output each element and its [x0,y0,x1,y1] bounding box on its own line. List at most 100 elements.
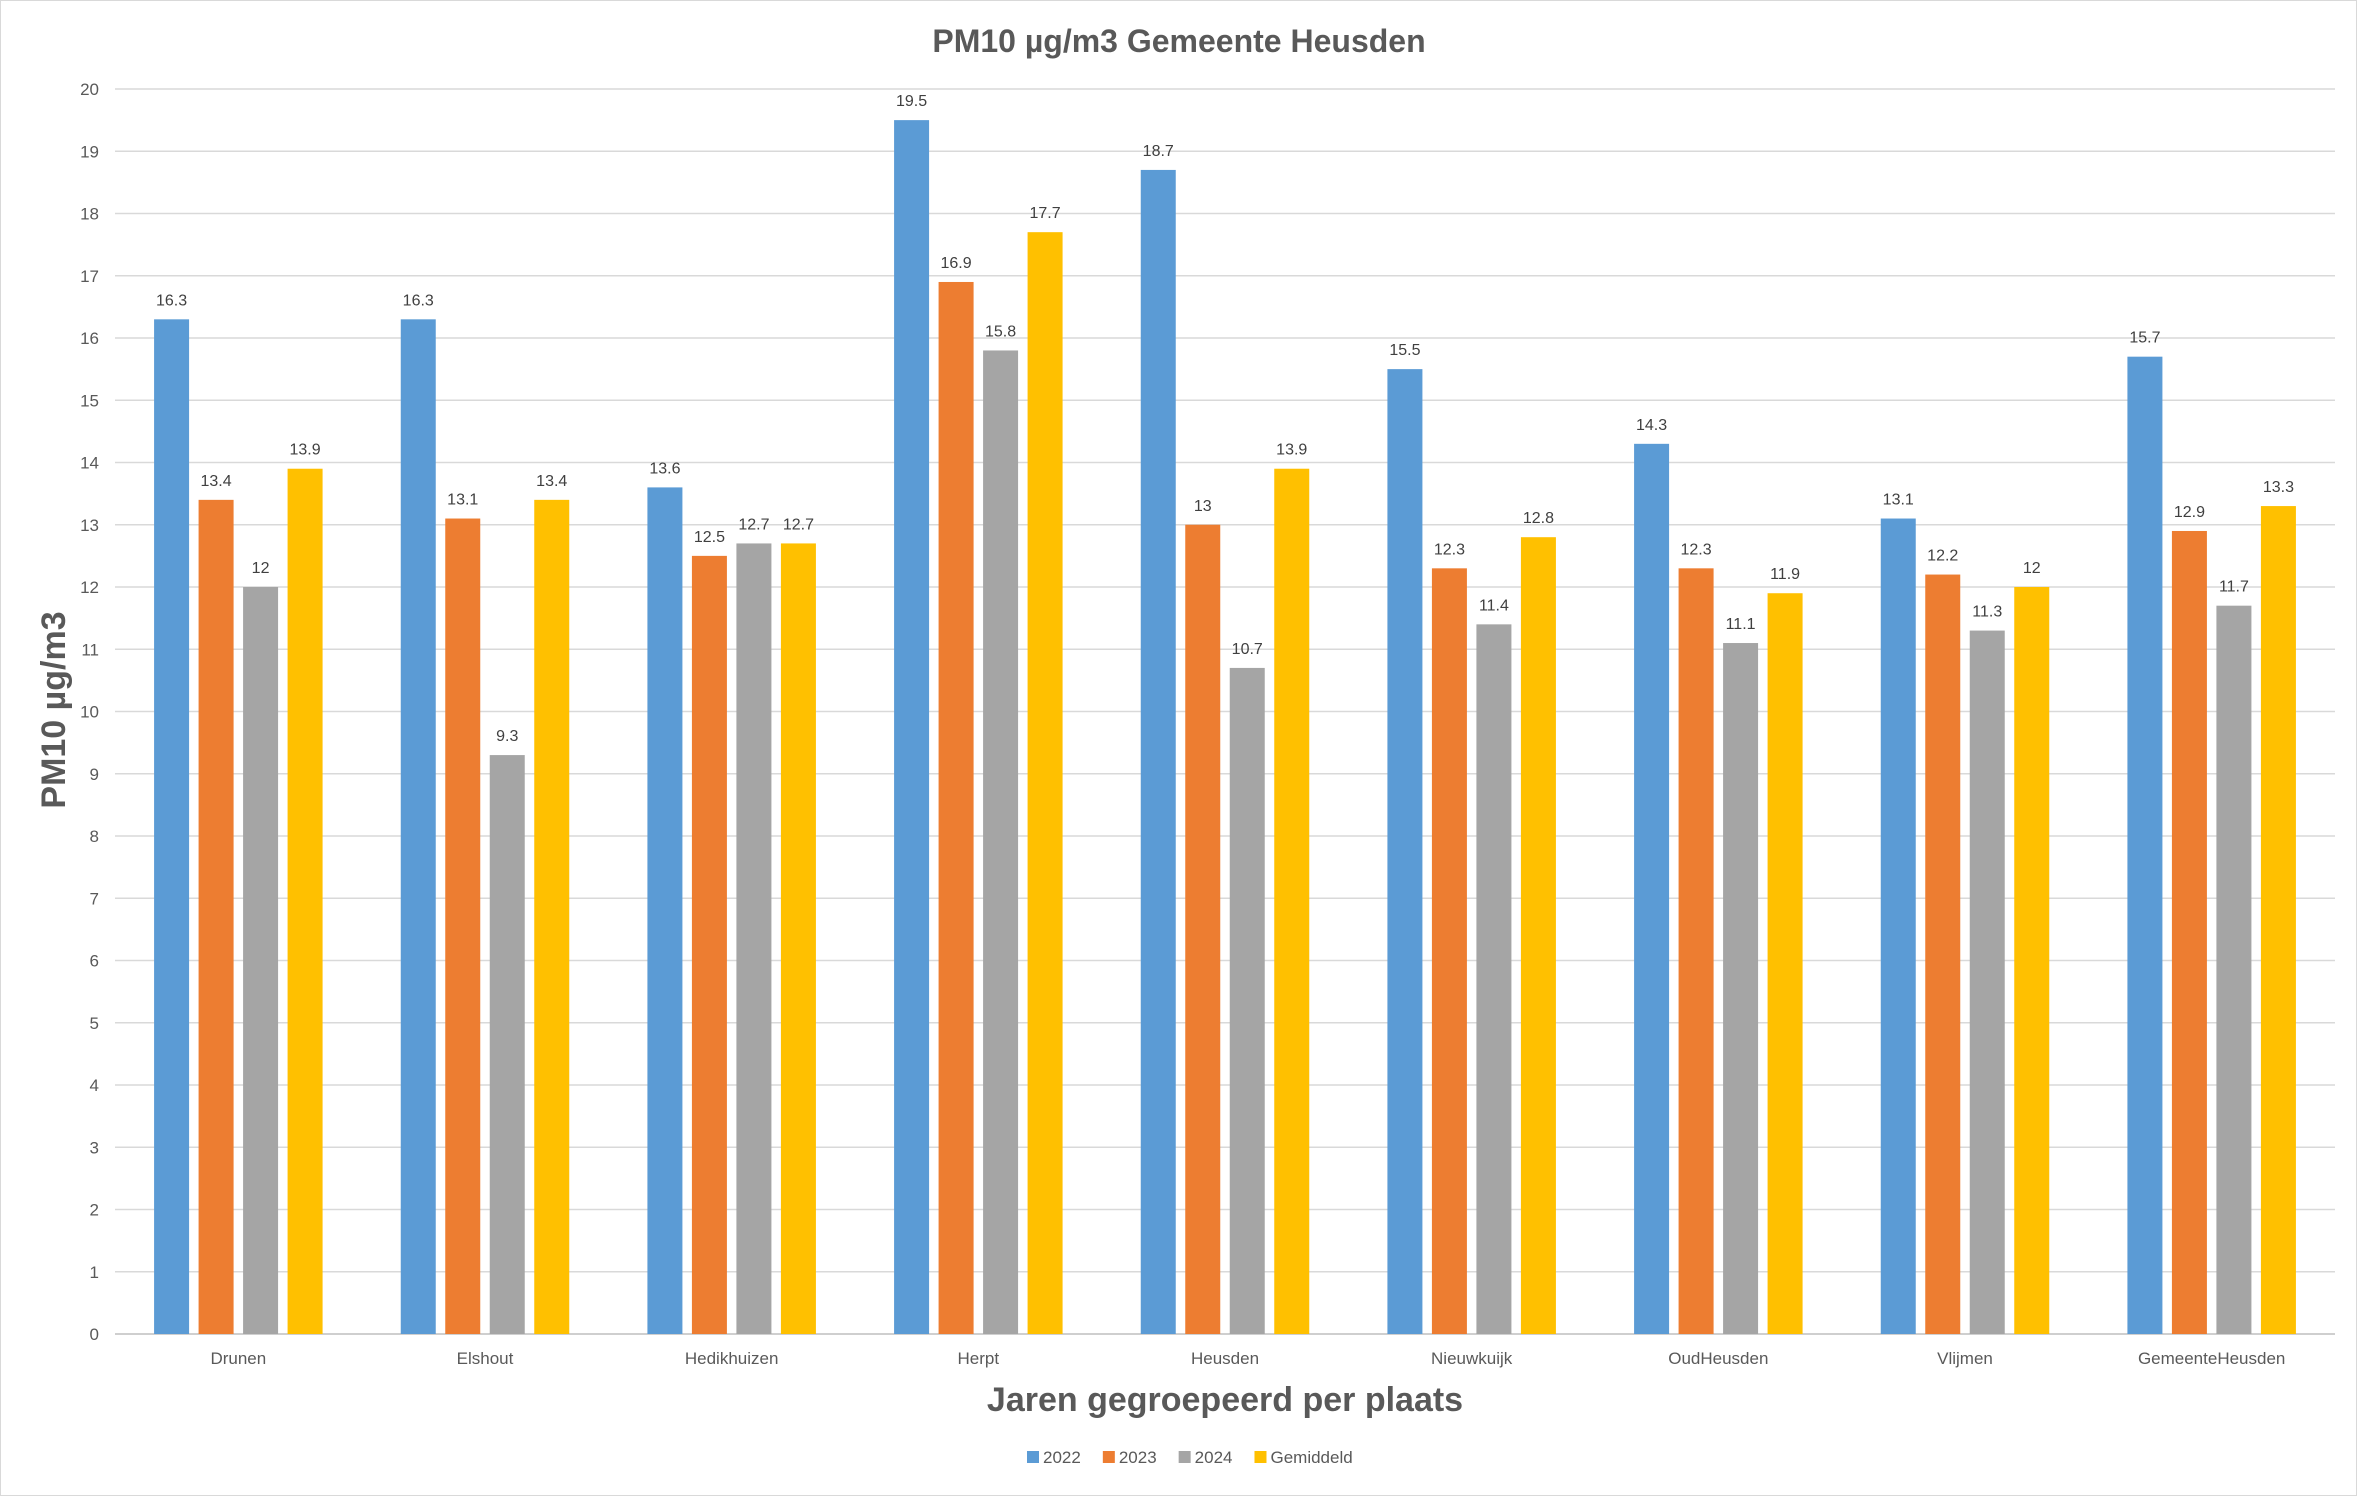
bar-Gemiddeld-Vlijmen [2014,587,2050,1334]
data-label: 13.3 [2263,479,2294,496]
data-label: 12.7 [738,516,769,533]
data-label: 16.3 [156,292,187,309]
data-label: 15.7 [2129,330,2160,347]
bar-Gemiddeld-OudHeusden [1767,593,1803,1334]
y-tick-label: 16 [80,329,99,348]
y-tick-label: 8 [90,827,99,846]
data-label: 9.3 [496,728,518,745]
bar-2022-GemeenteHeusden [2127,356,2163,1334]
data-label: 12.3 [1681,541,1712,558]
bar-Gemiddeld-Herpt [1027,232,1063,1334]
x-category-label: GemeenteHeusden [2138,1349,2285,1368]
x-category-label: Herpt [958,1349,1000,1368]
bar-2022-Heusden [1140,169,1176,1334]
bar-Gemiddeld-GemeenteHeusden [2260,506,2296,1334]
y-tick-label: 20 [80,80,99,99]
y-tick-label: 14 [80,454,99,473]
bar-2023-OudHeusden [1678,568,1714,1334]
x-category-label: Elshout [457,1349,514,1368]
bar-Gemiddeld-Nieuwkuijk [1520,537,1556,1334]
gridlines [115,88,2335,1335]
data-labels: 16.3 13.4 12 13.9 16.3 13.1 9.3 13.4 13.6 12.5 12.… [156,93,2294,745]
bars [154,120,2296,1335]
data-label: 12.2 [1927,548,1958,565]
bar-2024-OudHeusden [1723,643,1759,1334]
data-label: 17.7 [1030,205,1061,222]
bar-2022-Drunen [154,319,190,1334]
data-label: 13.4 [201,473,232,490]
bar-2024-Vlijmen [1969,630,2005,1334]
y-tick-label: 17 [80,267,99,286]
y-tick-label: 1 [90,1263,99,1282]
data-label: 12.8 [1523,510,1554,527]
bar-2022-Vlijmen [1880,518,1916,1334]
y-axis-title: PM10 µg/m3 [35,611,73,808]
bar-Gemiddeld-Heusden [1274,468,1310,1335]
x-axis-categories: Drunen Elshout Hedikhuizen Herpt Heusden Nieu… [210,1349,2285,1368]
y-tick-label: 5 [90,1014,99,1033]
bar-Gemiddeld-Hedikhuizen [780,543,816,1334]
bar-2024-Elshout [489,755,525,1334]
legend: 2022 2023 2024 Gemiddeld [1027,1448,1353,1467]
bar-Gemiddeld-Elshout [534,499,570,1335]
data-label: 13.1 [447,492,478,509]
bar-2023-Vlijmen [1925,574,1961,1334]
y-tick-label: 15 [80,391,99,410]
x-category-label: Hedikhuizen [685,1349,779,1368]
data-label: 12.3 [1434,541,1465,558]
bar-2023-Elshout [445,518,481,1334]
bar-2023-Hedikhuizen [691,555,727,1334]
bar-2023-Herpt [938,281,974,1335]
y-tick-label: 2 [90,1201,99,1220]
data-label: 18.7 [1143,143,1174,160]
data-label: 13.1 [1883,492,1914,509]
bar-2024-Herpt [983,350,1019,1334]
chart-title: PM10 µg/m3 Gemeente Heusden [932,23,1425,59]
data-label: 11.7 [2219,579,2249,596]
bar-2022-Nieuwkuijk [1387,369,1423,1334]
bar-Gemiddeld-Drunen [287,468,323,1335]
legend-label: Gemiddeld [1270,1448,1352,1467]
bar-2023-GemeenteHeusden [2171,530,2207,1334]
x-axis-title: Jaren gegroepeerd per plaats [987,1381,1463,1419]
x-category-label: Drunen [210,1349,266,1368]
y-tick-label: 7 [90,889,99,908]
data-label: 13 [1194,498,1212,515]
bar-2023-Heusden [1185,524,1221,1334]
data-label: 13.9 [1276,442,1307,459]
data-label: 19.5 [896,93,927,110]
data-label: 11.1 [1726,616,1756,633]
legend-swatch [1254,1451,1267,1463]
data-label: 15.8 [985,323,1016,340]
y-tick-label: 4 [90,1076,99,1095]
y-tick-label: 0 [90,1325,99,1344]
data-label: 11.9 [1770,566,1800,583]
data-label: 16.9 [941,255,972,272]
bar-2022-Elshout [400,319,436,1334]
x-category-label: OudHeusden [1668,1349,1768,1368]
data-label: 12.9 [2174,504,2205,521]
y-tick-label: 6 [90,952,99,971]
bar-2023-Nieuwkuijk [1431,568,1467,1334]
legend-swatch [1102,1451,1115,1463]
data-label: 12.5 [694,529,725,546]
y-tick-label: 10 [80,703,99,722]
bar-2022-OudHeusden [1634,443,1670,1334]
bar-2024-Heusden [1229,667,1265,1334]
data-label: 12 [2023,560,2041,577]
legend-swatch [1178,1451,1191,1463]
bar-2022-Hedikhuizen [647,487,683,1334]
y-tick-label: 9 [90,765,99,784]
x-category-label: Nieuwkuijk [1431,1349,1513,1368]
bar-2024-Nieuwkuijk [1476,624,1512,1334]
bar-2024-GemeenteHeusden [2216,605,2252,1334]
data-label: 14.3 [1636,417,1667,434]
bar-2023-Drunen [198,499,234,1335]
y-tick-label: 3 [90,1138,99,1157]
data-label: 15.5 [1389,342,1420,359]
bar-2024-Hedikhuizen [736,543,772,1334]
data-label: 11.3 [1972,604,2002,621]
